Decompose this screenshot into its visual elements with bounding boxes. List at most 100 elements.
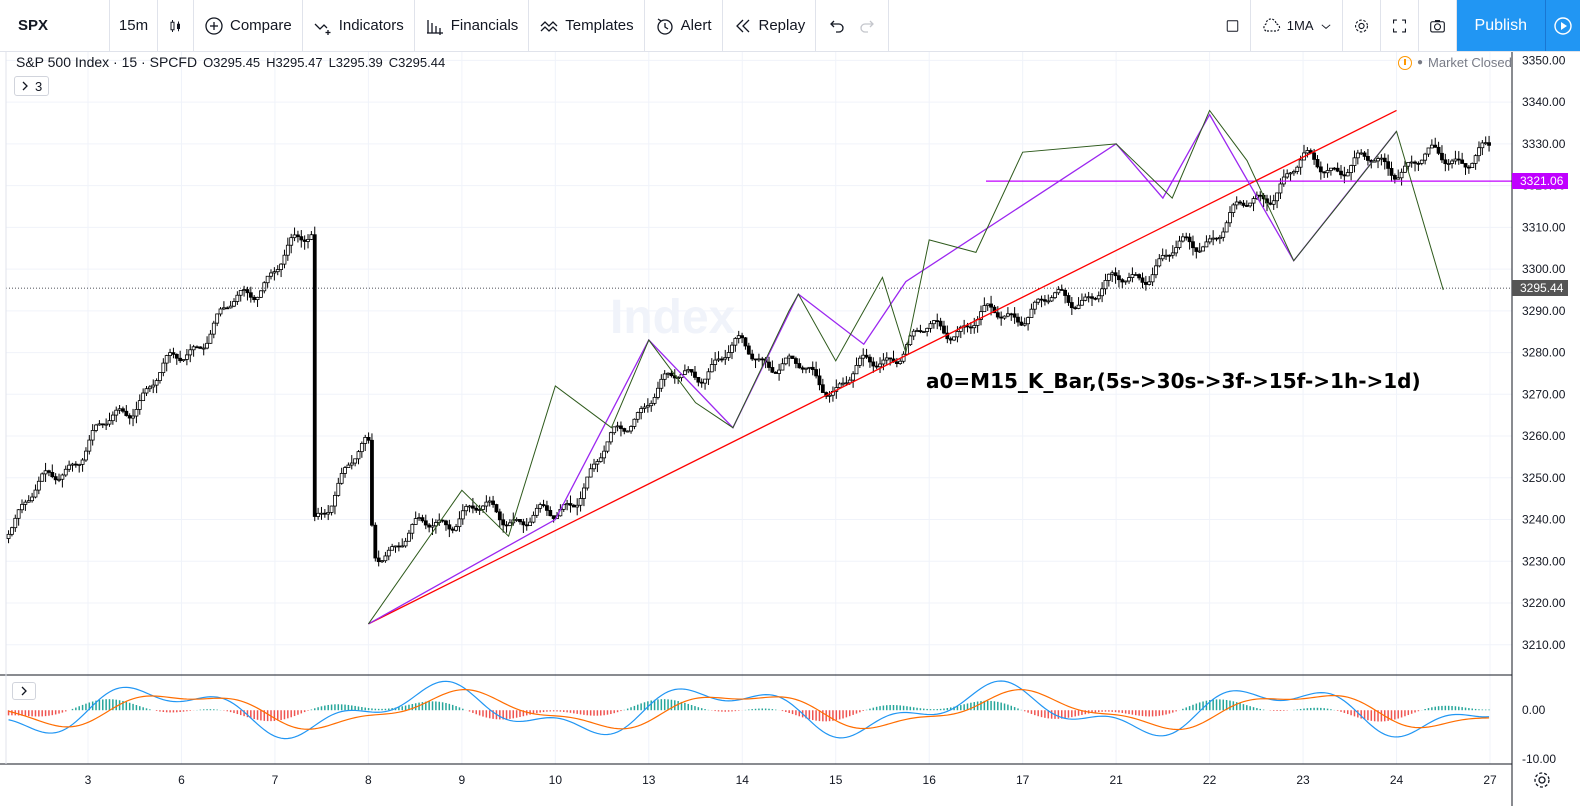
candle-body	[753, 358, 758, 361]
candle-body	[343, 467, 347, 474]
candle-body	[874, 365, 879, 368]
candle-body	[376, 557, 381, 563]
candle-body	[884, 357, 889, 361]
date-tick-label: 3	[85, 773, 92, 787]
candle-body	[1436, 146, 1441, 154]
candle-body	[575, 504, 580, 508]
candle-body	[1275, 192, 1279, 202]
candle-body	[1352, 157, 1357, 166]
candle-body	[1056, 289, 1061, 294]
candle-body	[878, 363, 882, 368]
candle-body	[1423, 153, 1428, 161]
oscillator-collapse-toggle[interactable]	[12, 682, 36, 700]
candle-body	[366, 437, 371, 441]
settings-button[interactable]	[1343, 0, 1381, 51]
candle-body	[373, 524, 378, 559]
ma-layout-button[interactable]: 1MA	[1251, 0, 1343, 51]
candle-body	[1130, 274, 1135, 278]
candle-body	[501, 519, 506, 526]
redo-icon[interactable]	[858, 16, 878, 36]
alarm-clock-icon	[657, 17, 673, 35]
candle-body	[201, 347, 206, 350]
indicators-button[interactable]: Indicators	[303, 0, 415, 51]
candle-body	[174, 353, 179, 359]
candle-body	[777, 369, 781, 374]
price-tick-label: 3280.00	[1522, 346, 1566, 360]
replay-button[interactable]: Replay	[723, 0, 817, 51]
publish-menu-button[interactable]	[1546, 0, 1580, 51]
candle-body	[1386, 161, 1391, 169]
candle-body	[1039, 298, 1044, 301]
candle-body	[242, 289, 246, 291]
layout-button[interactable]	[1215, 0, 1251, 51]
candle-body	[1214, 237, 1219, 240]
candle-body	[1342, 174, 1347, 177]
candle-body	[629, 426, 633, 432]
alert-button[interactable]: Alert	[645, 0, 723, 51]
chart-text-annotation[interactable]: a0=M15_K_Bar,(5s->30s->3f->15f->1h->1d)	[926, 369, 1421, 393]
candle-body	[1292, 171, 1296, 174]
undo-icon[interactable]	[826, 16, 846, 36]
candle-body	[797, 363, 802, 369]
candle-body	[571, 504, 576, 508]
indicators-collapse-toggle[interactable]: 3	[14, 76, 50, 96]
symbol-watermark: Index	[610, 291, 736, 344]
candle-body	[191, 346, 196, 351]
price-tick-label: 3310.00	[1522, 220, 1566, 234]
candle-body	[481, 505, 485, 510]
trend-line	[368, 109, 1397, 625]
date-tick-label: 8	[365, 773, 372, 787]
candle-body	[484, 501, 489, 507]
price-tick-label: 3260.00	[1522, 429, 1566, 443]
candle-body	[972, 325, 977, 329]
candle-body	[1184, 236, 1189, 239]
candle-body	[1191, 241, 1195, 249]
candle-body	[322, 512, 327, 515]
candle-body	[1180, 236, 1185, 242]
candle-body	[104, 423, 109, 426]
market-status[interactable]: ● Market Closed	[1398, 55, 1512, 70]
candle-body	[6, 533, 11, 539]
candle-body	[1295, 166, 1300, 172]
candle-body	[417, 517, 421, 520]
candle-body	[137, 400, 142, 410]
candle-body	[33, 489, 38, 498]
candle-body	[582, 487, 586, 499]
candle-body	[269, 272, 273, 277]
publish-button[interactable]: Publish	[1456, 0, 1546, 51]
candle-body	[390, 546, 395, 551]
candle-body	[1312, 152, 1316, 160]
fullscreen-button[interactable]	[1381, 0, 1419, 51]
chart-settings-gear-icon[interactable]	[1532, 770, 1552, 790]
candle-body	[608, 432, 613, 443]
candle-body	[349, 462, 354, 466]
financials-button[interactable]: Financials	[415, 0, 530, 51]
snapshot-button[interactable]	[1419, 0, 1457, 51]
templates-icon	[540, 20, 558, 32]
candle-body	[346, 464, 351, 468]
candle-body	[1281, 176, 1286, 185]
candle-body	[925, 327, 930, 332]
candle-body	[1059, 289, 1064, 291]
legend-high: H3295.47	[266, 55, 323, 70]
interval-button[interactable]: 15m	[110, 0, 158, 51]
candle-body	[474, 507, 479, 511]
candle-body	[10, 527, 14, 535]
symbol-search-button[interactable]: SPX	[0, 0, 110, 51]
candle-body	[1228, 212, 1232, 224]
candle-body	[1093, 297, 1098, 300]
candle-body	[652, 397, 657, 404]
candle-body	[188, 349, 193, 356]
candle-body	[20, 503, 24, 511]
candle-body	[1389, 168, 1394, 176]
candle-body	[84, 450, 88, 461]
legend-close: C3295.44	[388, 55, 446, 70]
candle-body	[1376, 158, 1380, 162]
candle-body	[1271, 200, 1276, 205]
candle-body	[1113, 272, 1118, 277]
compare-button[interactable]: Compare	[194, 0, 303, 51]
date-tick-label: 21	[1109, 773, 1123, 787]
chart-style-button[interactable]	[158, 0, 194, 51]
templates-button[interactable]: Templates	[529, 0, 645, 51]
